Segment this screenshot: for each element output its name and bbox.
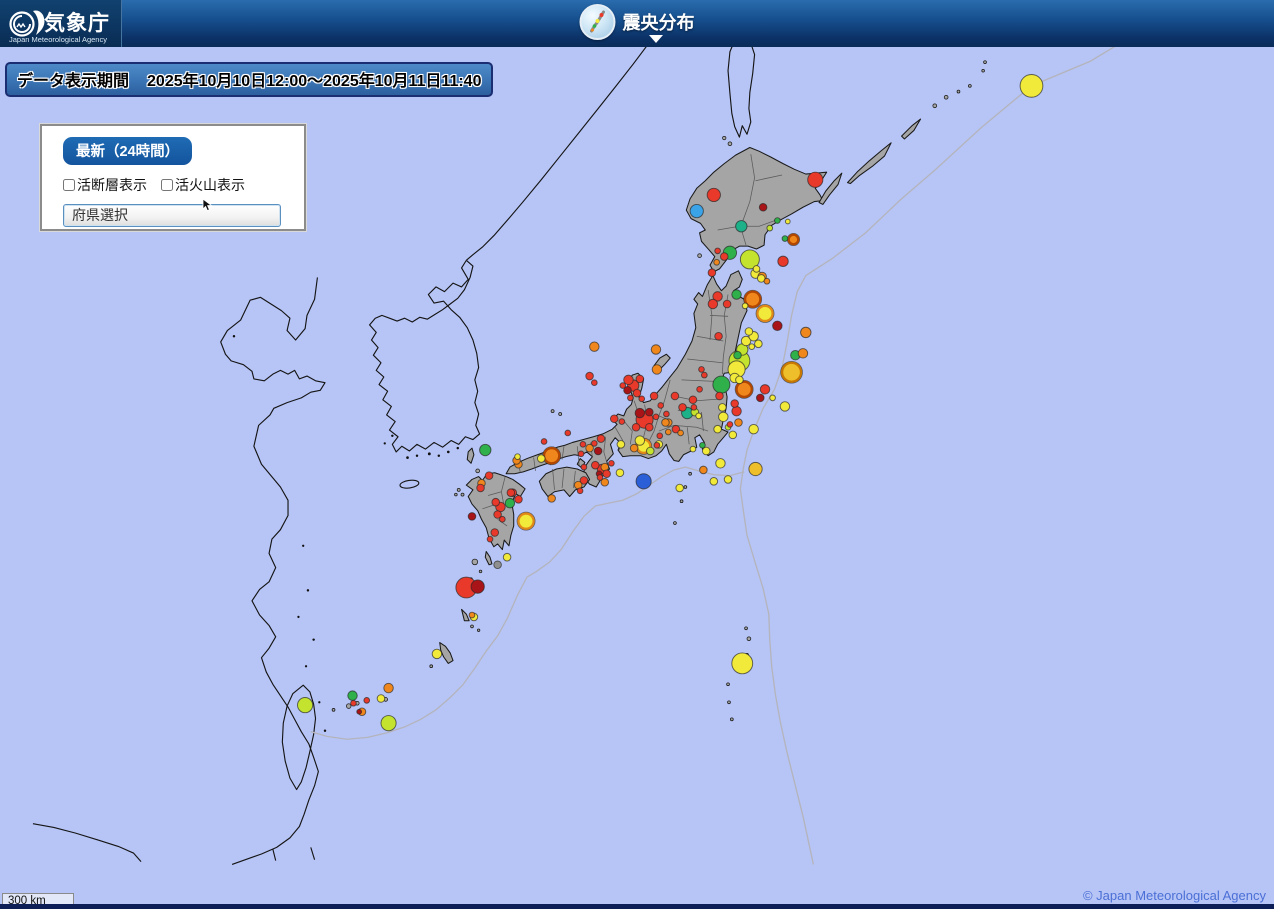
- chevron-down-icon[interactable]: [649, 35, 663, 43]
- map-control-panel: 最新（24時間） 活断層表示 活火山表示 府県選択: [40, 124, 306, 231]
- period-label: データ表示期間: [17, 73, 130, 90]
- mouse-cursor-icon: [202, 198, 213, 212]
- jma-logo-area[interactable]: 気象庁 Japan Meteorological Agency: [0, 0, 122, 47]
- period-range: 2025年10月10日12:00～2025年10月11日11:40: [147, 73, 482, 90]
- copyright-text: © Japan Meteorological Agency: [1082, 888, 1266, 903]
- japan-landmass: [331, 60, 987, 722]
- active-fault-checkbox-label[interactable]: 活断層表示: [63, 175, 147, 195]
- prefecture-select[interactable]: 府県選択: [63, 204, 281, 227]
- logo-title: 気象庁: [44, 12, 110, 35]
- latest-24h-button[interactable]: 最新（24時間）: [63, 137, 193, 165]
- small-islets: [232, 334, 460, 732]
- trench-lines: [310, 47, 1116, 865]
- active-fault-checkbox[interactable]: [63, 179, 75, 191]
- continent-coastlines: [32, 47, 756, 865]
- urup-island: [901, 118, 922, 140]
- kunashiri-island: [818, 172, 843, 205]
- epicenter-map-canvas[interactable]: [0, 47, 1274, 909]
- bottom-bar: [0, 904, 1274, 909]
- page-title: 震央分布: [622, 13, 695, 33]
- active-volcano-checkbox[interactable]: [161, 179, 173, 191]
- tsushima-island: [466, 447, 475, 464]
- amami-island: [461, 608, 470, 622]
- jma-logo-icon: [9, 10, 45, 37]
- epicenter-map-icon: [579, 4, 616, 40]
- epicenter-circles: [297, 74, 1044, 732]
- tanegashima-island: [484, 550, 493, 566]
- app-header: 気象庁 Japan Meteorological Agency 震央分布: [0, 0, 1274, 47]
- logo-subtitle: Japan Meteorological Agency: [9, 35, 107, 44]
- active-volcano-checkbox-label[interactable]: 活火山表示: [161, 175, 245, 195]
- etorofu-island: [846, 142, 892, 185]
- hokkaido: [685, 146, 828, 273]
- data-period-bar: データ表示期間 2025年10月10日12:00～2025年10月11日11:4…: [5, 62, 494, 97]
